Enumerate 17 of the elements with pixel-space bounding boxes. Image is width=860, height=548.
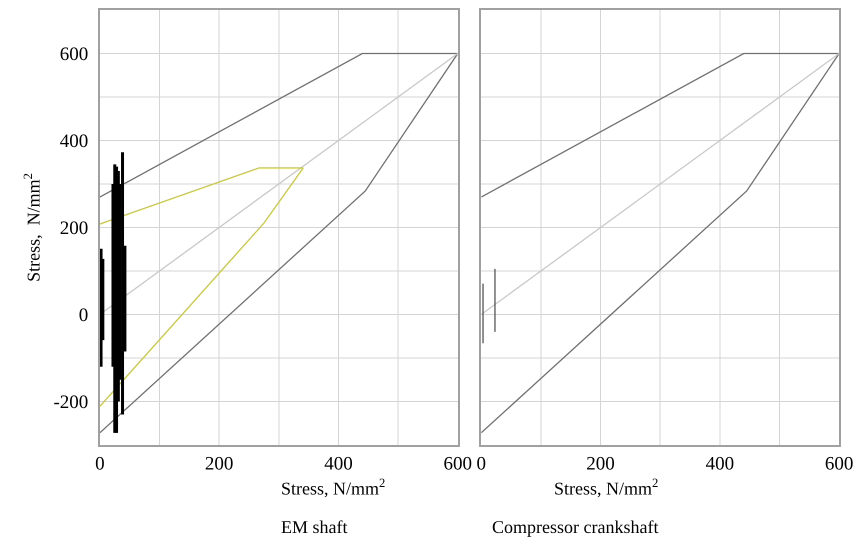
x-tick-label: 200 [586,454,615,475]
y-tick-label: 400 [60,131,88,152]
y-tick-label: -200 [53,392,88,414]
x-tick-label: 0 [95,454,105,475]
x-tick-label: 400 [324,454,353,475]
x-tick-label: 400 [706,454,734,475]
x-axis-title: Stress, N/mm$^{2}$ [281,476,386,499]
x-axis-title: Stress, N/mm$^{2}$ [554,476,658,499]
x-tick-label: 200 [204,454,234,475]
y-tick-label: 200 [60,218,88,240]
x-tick-label: 600 [444,454,472,475]
x-tick-label: 0 [476,454,486,475]
text: EM shaft [281,517,348,537]
y-tick-label: 0 [78,305,88,326]
text: Compressor crankshaft [492,517,658,537]
x-tick-label: 600 [824,454,854,475]
y-tick-label: 600 [60,44,88,66]
